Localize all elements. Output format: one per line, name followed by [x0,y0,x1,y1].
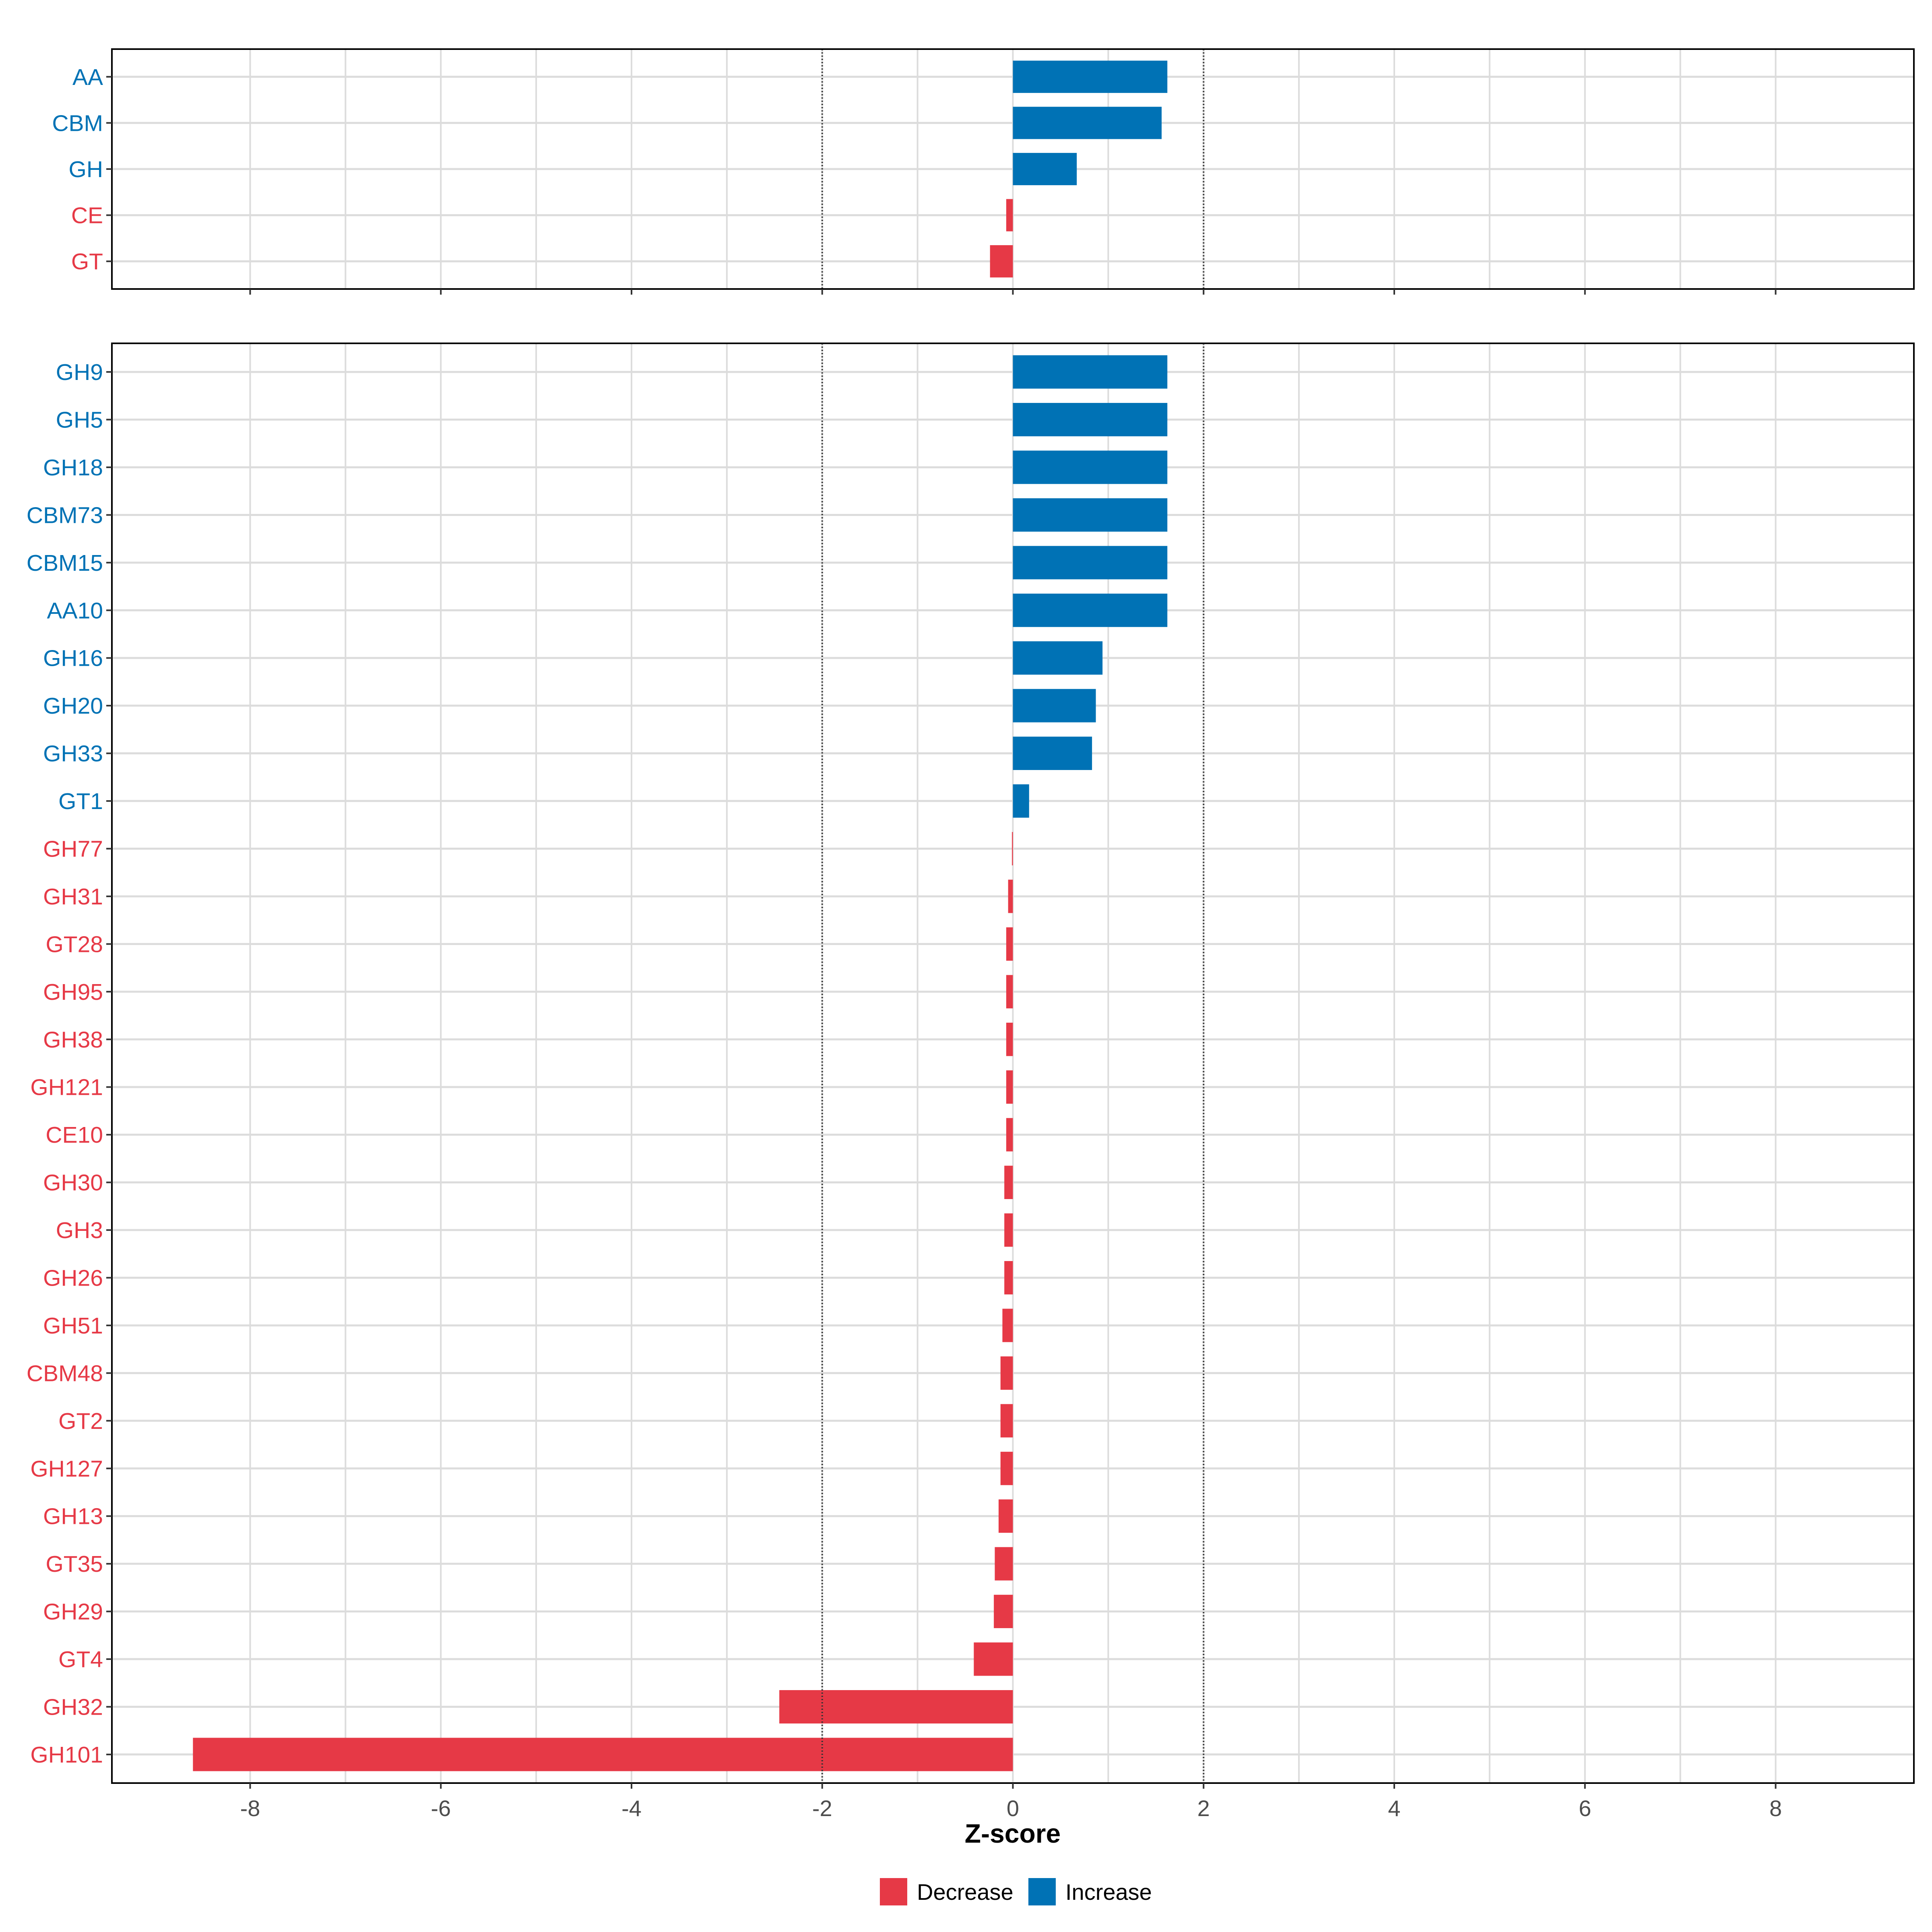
bar-gh38 [1006,1022,1013,1056]
x-axis-title: Z-score [965,1818,1061,1848]
category-label: GH3 [56,1218,103,1243]
bar-gh77 [1012,832,1013,865]
x-tick-label: 2 [1197,1796,1210,1821]
bar-cbm15 [1013,546,1168,580]
legend-swatch-decrease [880,1878,907,1905]
category-label: GH121 [30,1075,103,1100]
category-label: GH101 [30,1742,103,1768]
legend: Decrease Increase [880,1878,1152,1905]
bar-gh127 [1000,1451,1013,1485]
category-label: CBM15 [27,550,103,576]
bar-gt28 [1006,927,1013,961]
bar-ce [1006,199,1013,231]
category-label: GH29 [43,1599,103,1625]
category-label: GH16 [43,646,103,671]
bar-gh101 [193,1738,1013,1771]
x-tick-label: -8 [240,1796,260,1821]
category-label: GH51 [43,1313,103,1339]
bar-cbm73 [1013,498,1168,532]
legend-label-decrease: Decrease [917,1879,1013,1905]
bar-gh95 [1006,975,1013,1009]
category-label: GH9 [56,359,103,385]
category-label: GH33 [43,741,103,767]
legend-swatch-increase [1028,1878,1056,1905]
x-tick-label: 6 [1579,1796,1591,1821]
bar-gh121 [1006,1070,1013,1104]
bar-cbm [1013,107,1162,139]
category-label: GH5 [56,407,103,433]
category-label: GT28 [45,931,103,957]
category-label: GH26 [43,1265,103,1291]
category-label: GT2 [58,1408,103,1434]
category-label: GH31 [43,884,103,910]
category-label: GH38 [43,1027,103,1053]
x-tick-label: 8 [1769,1796,1782,1821]
bar-gh13 [998,1499,1013,1533]
category-label: CE10 [45,1122,103,1148]
bar-ce10 [1006,1118,1013,1152]
category-label: CBM [52,110,103,136]
bar-aa [1013,60,1168,93]
category-label: GH20 [43,693,103,719]
category-label: GT35 [45,1551,103,1577]
legend-label-increase: Increase [1065,1879,1152,1905]
bar-gt2 [1000,1404,1013,1438]
bar-aa10 [1013,593,1168,627]
bar-gh9 [1013,355,1168,389]
bar-gh51 [1002,1309,1013,1342]
bar-gh [1013,153,1077,186]
bar-gh16 [1013,641,1103,675]
x-tick-label: 4 [1388,1796,1400,1821]
bar-gh20 [1013,689,1096,722]
bar-gh26 [1004,1261,1013,1294]
x-tick-label: 0 [1007,1796,1019,1821]
bar-gh31 [1008,879,1013,913]
category-label: GT1 [58,788,103,814]
panel-family-level: GH9 GH5 GH18 CBM73 CBM15 AA10 GH16 GH20 GH33 GT1 G… [27,343,1915,1789]
bar-gh18 [1013,450,1168,484]
category-label: GH30 [43,1170,103,1196]
x-tick-label: -6 [431,1796,451,1821]
category-label: GH13 [43,1504,103,1530]
bar-gt4 [974,1642,1013,1676]
x-tick-label: -2 [812,1796,832,1821]
category-label: GH [69,157,103,182]
bar-gh32 [779,1690,1013,1724]
bar-gh30 [1004,1166,1013,1199]
bar-gt1 [1013,784,1029,818]
category-label: GT4 [58,1647,103,1672]
bar-gh29 [994,1595,1013,1629]
category-label: CE [71,203,103,229]
category-label: CBM48 [27,1360,103,1386]
x-tick-label: -4 [621,1796,642,1821]
category-label: AA [72,64,103,90]
bar-gt35 [995,1547,1013,1581]
category-label: GT [71,249,103,275]
category-label: CBM73 [27,502,103,528]
panel-class-level: AA CBM GH CE GT [52,48,1915,295]
category-label: GH95 [43,979,103,1005]
bar-cbm48 [1000,1356,1013,1390]
category-label: GH32 [43,1694,103,1720]
bar-gt [990,245,1013,278]
category-label: GH127 [30,1456,103,1482]
category-label: AA10 [47,598,103,623]
bar-gh33 [1013,737,1092,770]
category-label: GH18 [43,455,103,481]
bar-gh3 [1004,1213,1013,1247]
bar-gh5 [1013,403,1168,436]
category-label: GH77 [43,836,103,862]
